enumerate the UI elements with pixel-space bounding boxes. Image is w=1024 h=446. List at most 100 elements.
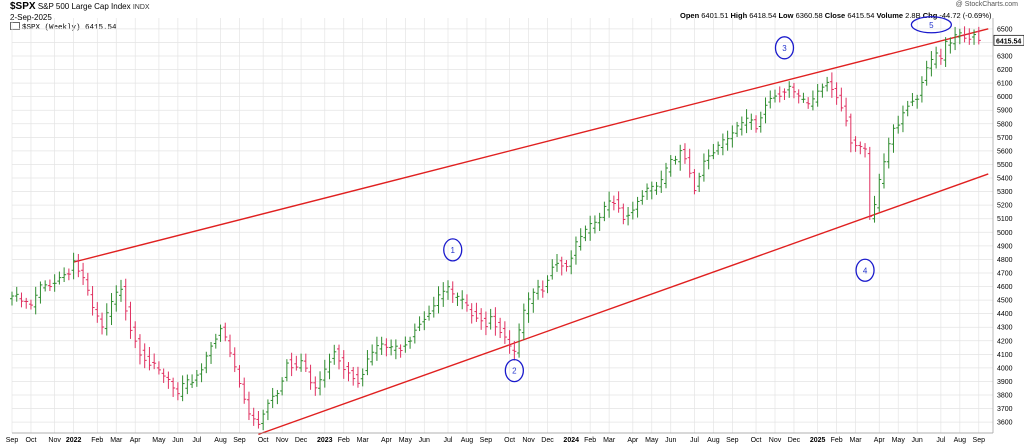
- x-tick-label: Sep: [233, 437, 246, 444]
- x-tick-label: Sep: [480, 437, 493, 444]
- stockcharts-credit: @ StockCharts.com: [955, 1, 1018, 8]
- y-tick-label: 6500: [997, 26, 1013, 33]
- x-tick-label: Jun: [419, 437, 430, 444]
- last-price-label: 6415.54: [996, 38, 1021, 45]
- y-tick-label: 5000: [997, 230, 1013, 237]
- x-tick-label: 2025: [810, 437, 826, 444]
- x-tick-label: Nov: [522, 437, 535, 444]
- x-tick-label: Oct: [504, 437, 515, 444]
- y-tick-label: 3800: [997, 393, 1013, 400]
- chg-label: Chg: [922, 11, 938, 20]
- chart-date: 2-Sep-2025: [10, 13, 52, 22]
- x-tick-label: May: [892, 437, 906, 444]
- y-tick-label: 5700: [997, 135, 1013, 142]
- y-tick-label: 4200: [997, 338, 1013, 345]
- x-tick-label: Sep: [973, 437, 986, 444]
- x-tick-label: Dec: [541, 437, 554, 444]
- x-tick-label: Jun: [912, 437, 923, 444]
- volume-value: 2.8B: [905, 11, 921, 20]
- wave-label: 5: [929, 21, 934, 30]
- x-tick-label: Nov: [276, 437, 289, 444]
- x-tick-label: Mar: [850, 437, 863, 444]
- trendlines: [73, 28, 989, 436]
- y-tick-label: 5400: [997, 176, 1013, 183]
- price-bars: [10, 26, 981, 431]
- index-name: S&P 500 Large Cap Index: [37, 2, 131, 11]
- x-tick-label: Feb: [831, 437, 843, 444]
- x-tick-label: Jun: [665, 437, 676, 444]
- x-tick-label: Dec: [295, 437, 308, 444]
- y-tick-label: 4500: [997, 298, 1013, 305]
- legend-text: $SPX (Weekly) 6415.54: [22, 24, 117, 32]
- x-tick-label: Jun: [172, 437, 183, 444]
- wave-circle: [504, 358, 524, 383]
- trendline: [73, 28, 989, 263]
- x-tick-label: Nov: [48, 437, 61, 444]
- close-value: 6415.54: [847, 11, 875, 20]
- legend-swatch: [10, 22, 20, 30]
- x-tick-label: Oct: [26, 437, 37, 444]
- open-label: Open: [680, 11, 700, 20]
- x-tick-label: Nov: [769, 437, 782, 444]
- x-tick-label: Apr: [381, 437, 393, 444]
- y-tick-label: 4300: [997, 325, 1013, 332]
- last-price-box: [993, 34, 1024, 46]
- y-tick-label: 5300: [997, 189, 1013, 196]
- x-tick-label: Sep: [6, 437, 19, 444]
- y-tick-label: 3600: [997, 420, 1013, 427]
- x-tick-label: Mar: [110, 437, 123, 444]
- chart-header: $SPX S&P 500 Large Cap Index INDX 2-Sep-…: [10, 2, 150, 23]
- x-tick-label: Aug: [214, 437, 227, 444]
- x-tick-label: Apr: [130, 437, 142, 444]
- y-tick-label: 5500: [997, 162, 1013, 169]
- x-tick-label: Jul: [192, 437, 201, 444]
- x-tick-label: Oct: [258, 437, 269, 444]
- wave-labels: 1 2 3 4 5: [443, 16, 953, 383]
- x-tick-label: Dec: [788, 437, 801, 444]
- high-label: High: [730, 11, 748, 20]
- x-tick-label: 2023: [317, 437, 333, 444]
- low-value: 6360.58: [795, 11, 823, 20]
- y-tick-label: 3900: [997, 379, 1013, 386]
- wave-circle: [855, 258, 875, 282]
- wave-circle: [910, 16, 953, 34]
- trendline: [258, 173, 989, 436]
- symbol: $SPX: [10, 1, 36, 12]
- open-value: 6401.51: [701, 11, 729, 20]
- x-tick-label: Jul: [936, 437, 945, 444]
- x-tick-label: May: [645, 437, 659, 444]
- y-axis: 3600 3700 3800 3900 4000 4100 4200 4300 4400 4500…: [992, 18, 1024, 433]
- high-value: 6418.54: [749, 11, 777, 20]
- y-tick-label: 6000: [997, 94, 1013, 101]
- close-label: Close: [824, 11, 846, 20]
- grid: [11, 18, 993, 433]
- x-tick-label: Aug: [954, 437, 967, 444]
- wave-circle: [774, 36, 795, 60]
- chg-value: -44.72 (-0.69%): [939, 11, 992, 20]
- x-tick-label: Feb: [584, 437, 596, 444]
- x-tick-label: May: [152, 437, 166, 444]
- y-tick-label: 5900: [997, 108, 1013, 115]
- y-tick-label: 4700: [997, 270, 1013, 277]
- x-tick-label: Aug: [461, 437, 474, 444]
- x-tick-label: Jul: [690, 437, 699, 444]
- x-tick-label: Mar: [357, 437, 370, 444]
- x-tick-label: Oct: [751, 437, 762, 444]
- y-tick-label: 6300: [997, 53, 1013, 60]
- wave-label: 2: [512, 367, 517, 376]
- ohlc-readout: Open 6401.51 High 6418.54 Low 6360.58 Cl…: [680, 11, 992, 20]
- y-tick-label: 5200: [997, 203, 1013, 210]
- wave-label: 3: [782, 44, 787, 53]
- wave-label: 1: [451, 246, 456, 255]
- low-label: Low: [778, 11, 794, 20]
- y-tick-label: 4400: [997, 311, 1013, 318]
- x-axis: Sep Oct Nov 2022 Feb Mar Apr May Jun Jul Aug Sep Oct…: [6, 432, 993, 444]
- y-tick-label: 4900: [997, 243, 1013, 250]
- x-tick-label: Apr: [627, 437, 639, 444]
- x-tick-label: Mar: [603, 437, 616, 444]
- y-tick-label: 4800: [997, 257, 1013, 264]
- y-tick-label: 4600: [997, 284, 1013, 291]
- y-tick-label: 4100: [997, 352, 1013, 359]
- y-tick-label: 3700: [997, 406, 1013, 413]
